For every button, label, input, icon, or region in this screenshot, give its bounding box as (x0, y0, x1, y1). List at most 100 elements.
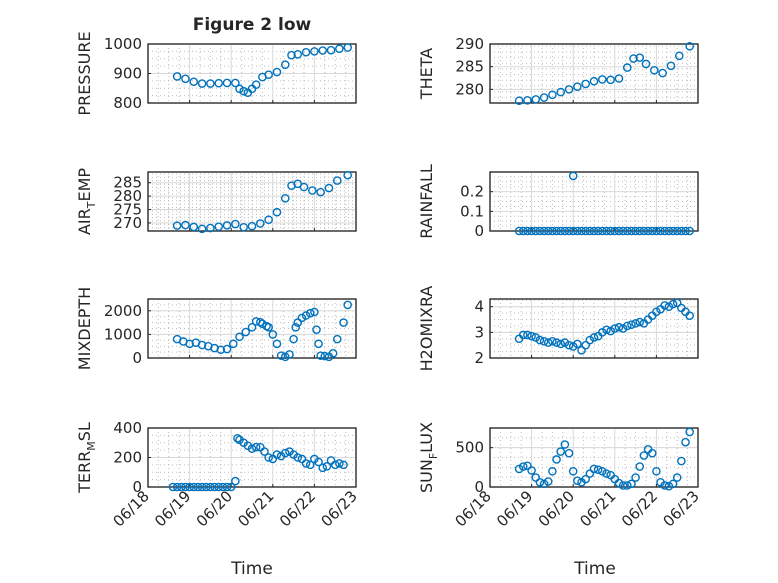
data-point (193, 482, 203, 492)
data-point (685, 41, 694, 51)
y-tick-label: 285 (113, 174, 142, 192)
y-tick-label: 0.1 (460, 202, 484, 220)
data-point (560, 440, 570, 449)
data-point (235, 332, 244, 342)
data-point (272, 339, 282, 349)
data-point (235, 84, 244, 94)
data-point (172, 221, 182, 230)
axes-frame (147, 43, 357, 104)
y-tick-label: 1000 (104, 325, 142, 343)
x-tick-label: 06/21 (576, 487, 619, 530)
data-point (606, 226, 615, 236)
data-point (589, 76, 599, 86)
data-point (312, 325, 321, 334)
data-point (581, 340, 590, 350)
data-point (593, 465, 603, 474)
subplot-1: 800 900 1000 PRESSURE (75, 31, 357, 116)
data-point (310, 47, 319, 56)
data-point (514, 226, 524, 236)
data-point (564, 226, 574, 236)
figure-title: Figure 2 low (193, 15, 312, 35)
data-point (598, 226, 607, 236)
data-point (598, 466, 607, 476)
data-point (664, 226, 674, 236)
data-point (181, 74, 190, 84)
data-point (299, 182, 309, 192)
data-point (291, 323, 300, 332)
data-point (643, 226, 653, 236)
data-point (556, 447, 566, 456)
axes-frame (489, 427, 699, 488)
axes-frame (489, 43, 699, 104)
data-point (214, 482, 224, 492)
data-point (614, 226, 624, 236)
data-point (328, 348, 338, 358)
data-point (324, 183, 334, 193)
data-point (258, 319, 267, 329)
data-point (272, 67, 282, 77)
data-point (652, 466, 661, 476)
data-point (172, 72, 182, 81)
data-point (652, 226, 661, 236)
data-point (573, 476, 582, 486)
data-point (343, 170, 352, 180)
axes-frame (147, 171, 357, 232)
data-point (674, 51, 684, 61)
data-point (172, 482, 182, 492)
y-tick-label: 3 (474, 323, 484, 341)
data-point (685, 427, 694, 437)
axes-frame (147, 298, 357, 359)
data-point (251, 80, 261, 90)
x-tick-label: 06/18 (452, 487, 495, 530)
data-point (318, 46, 328, 55)
subplot-4: 0 0.10.2 RAINFALL (417, 164, 699, 240)
data-point (647, 448, 657, 458)
y-axis-label: THETA (417, 48, 436, 100)
data-point (560, 226, 570, 236)
data-point (614, 322, 624, 332)
data-point (264, 323, 273, 332)
x-tick-label: 06/22 (618, 487, 661, 530)
data-point (181, 220, 190, 230)
data-point (280, 352, 290, 362)
data-point (339, 460, 348, 470)
data-point (581, 226, 590, 236)
data-point (332, 176, 342, 185)
data-point (264, 215, 273, 225)
subplot-2: 280 285 290 THETA (417, 35, 699, 106)
subplot-5: 0 1000 2000 MIXDEPTH (75, 287, 357, 370)
y-axis-label: MIXDEPTH (75, 287, 94, 370)
data-point (256, 219, 265, 228)
data-point (593, 226, 603, 236)
x-tick-label: 06/20 (535, 487, 578, 530)
data-point (339, 318, 348, 327)
data-point (681, 226, 690, 236)
y-axis-label: TERRMSL (75, 422, 98, 494)
data-point (189, 222, 199, 232)
data-point (635, 462, 645, 471)
x-tick-label: 06/18 (110, 487, 153, 530)
data-point (272, 450, 282, 459)
y-axis-label: SUNFLUX (417, 422, 440, 493)
y-tick-label: 0 (474, 478, 484, 496)
data-point (231, 219, 240, 229)
data-point (627, 226, 636, 236)
data-point (222, 482, 232, 492)
data-point (247, 323, 257, 332)
data-point (280, 448, 290, 458)
data-point (251, 442, 261, 452)
y-tick-label: 280 (455, 80, 484, 98)
y-tick-label: 2000 (104, 302, 142, 320)
data-point (343, 43, 352, 52)
x-axis-label-left: Time (230, 559, 273, 579)
data-point (672, 226, 682, 236)
data-point (206, 482, 215, 492)
data-point (627, 479, 636, 489)
data-point (216, 345, 226, 355)
data-point (280, 60, 290, 69)
y-tick-label: 275 (113, 201, 142, 219)
